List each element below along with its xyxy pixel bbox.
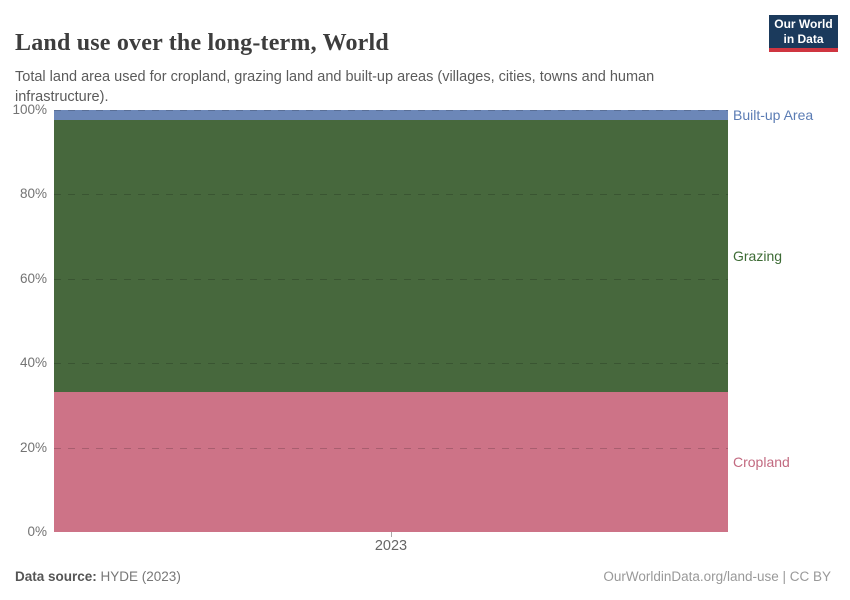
owid-logo[interactable]: Our World in Data xyxy=(769,15,838,52)
owid-logo-accent-bar xyxy=(769,48,838,52)
citation-note[interactable]: OurWorldinData.org/land-use | CC BY xyxy=(603,569,831,584)
chart-subtitle: Total land area used for cropland, grazi… xyxy=(15,68,655,106)
data-source-value: HYDE (2023) xyxy=(96,569,181,584)
series-label-grazing[interactable]: Grazing xyxy=(733,247,783,264)
y-tick-label-100: 100% xyxy=(12,102,47,117)
y-tick-label-0: 0% xyxy=(27,524,47,539)
owid-logo-line1: Our World xyxy=(774,16,833,31)
plot-area xyxy=(54,110,728,532)
data-source-label: Data source: xyxy=(15,569,97,584)
area-segment-cropland[interactable] xyxy=(54,391,728,532)
y-tick-label-20: 20% xyxy=(19,439,47,455)
x-axis-tick-label: 2023 xyxy=(374,538,408,554)
y-tick-label-40: 40% xyxy=(19,355,47,371)
area-segment-built-up-area[interactable] xyxy=(54,110,728,120)
owid-logo-line2: in Data xyxy=(783,31,824,46)
series-label-built-up-area[interactable]: Built-up Area xyxy=(733,106,814,123)
area-segment-grazing[interactable] xyxy=(54,119,728,392)
y-tick-label-80: 80% xyxy=(19,186,47,202)
data-source-note: Data source: HYDE (2023) xyxy=(15,569,181,584)
page-title: Land use over the long-term, World xyxy=(15,30,389,57)
series-label-cropland[interactable]: Cropland xyxy=(733,453,790,470)
y-tick-label-60: 60% xyxy=(19,270,47,286)
x-axis-tick xyxy=(391,532,392,537)
